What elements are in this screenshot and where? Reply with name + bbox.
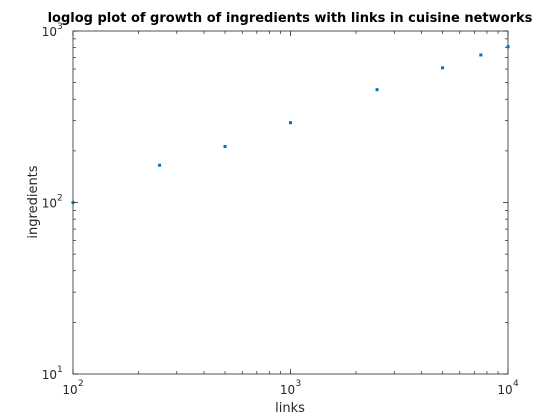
data-point xyxy=(506,45,510,49)
data-point xyxy=(223,145,227,149)
x-tick-label-exponent: 3 xyxy=(296,379,302,389)
y-tick-label-exponent: 1 xyxy=(57,365,63,375)
x-tick-label-exponent: 4 xyxy=(513,379,519,389)
y-tick-label-base: 10 xyxy=(42,197,57,211)
plot-area xyxy=(72,30,509,375)
x-tick-label-base: 10 xyxy=(62,383,77,397)
data-point xyxy=(375,88,379,92)
data-point xyxy=(441,66,445,70)
data-point xyxy=(289,121,292,125)
x-tick-label-base: 10 xyxy=(497,383,512,397)
y-tick-label-base: 10 xyxy=(42,25,57,39)
x-tick-label-exponent: 2 xyxy=(78,379,84,389)
x-tick-label-base: 10 xyxy=(280,383,295,397)
data-point xyxy=(479,53,483,57)
tick-labels: 10 2 10 3 10 410 110 210 3 xyxy=(42,22,519,397)
data-point xyxy=(158,163,162,167)
y-tick-label-exponent: 3 xyxy=(57,22,63,32)
data-points xyxy=(71,45,510,204)
minor-ticks xyxy=(73,31,508,374)
y-tick-label-base: 10 xyxy=(42,368,57,382)
data-point xyxy=(71,201,75,204)
y-tick-label-exponent: 2 xyxy=(57,194,63,204)
y-axis-label: ingredients xyxy=(26,165,41,238)
x-axis-label: links xyxy=(275,401,305,416)
chart-title: loglog plot of growth of ingredients wit… xyxy=(48,11,533,26)
